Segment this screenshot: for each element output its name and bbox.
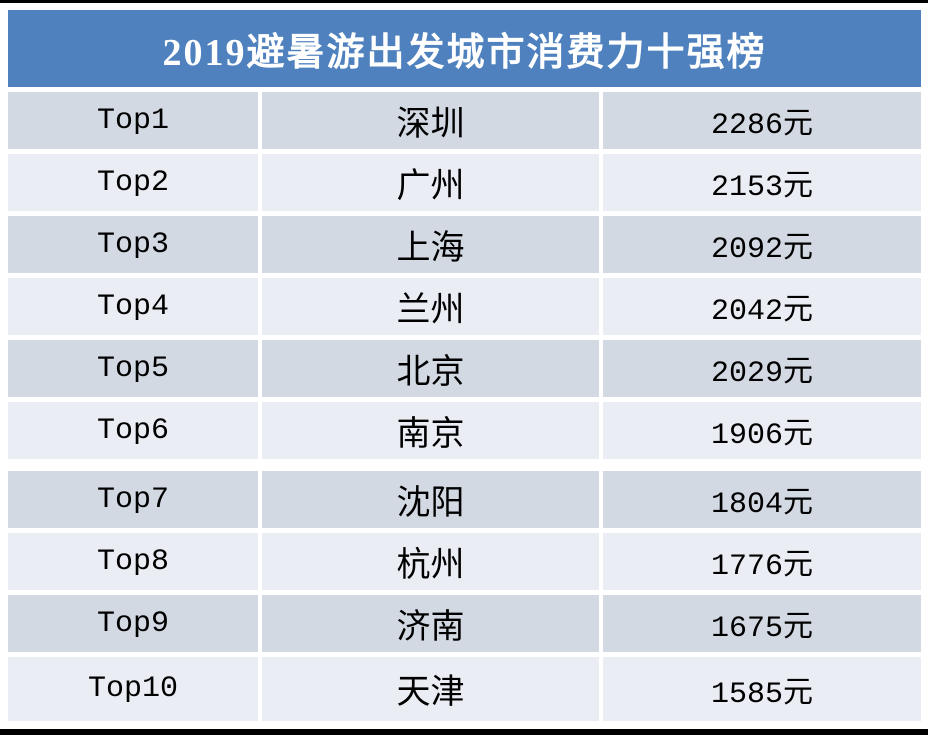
city-cell: 济南 (262, 595, 599, 652)
value-cell: 2092元 (603, 216, 921, 273)
rank-cell: Top10 (8, 657, 258, 721)
table-title: 2019避暑游出发城市消费力十强榜 (8, 10, 921, 87)
table-row: Top3 上海 2092元 (8, 216, 921, 273)
rank-cell: Top6 (8, 402, 258, 459)
table-row: Top1 深圳 2286元 (8, 92, 921, 149)
rank-cell: Top1 (8, 92, 258, 149)
city-cell: 天津 (262, 657, 599, 721)
rank-cell: Top7 (8, 471, 258, 528)
city-cell: 兰州 (262, 278, 599, 335)
value-cell: 1675元 (603, 595, 921, 652)
city-cell: 上海 (262, 216, 599, 273)
rank-cell: Top8 (8, 533, 258, 590)
bottom-border (0, 729, 928, 735)
table-row: Top5 北京 2029元 (8, 340, 921, 397)
top-border (0, 0, 928, 3)
table-body: 2019避暑游出发城市消费力十强榜 Top1 深圳 2286元 Top2 广州 … (8, 10, 921, 721)
table-row: Top7 沈阳 1804元 (8, 471, 921, 528)
value-cell: 1804元 (603, 471, 921, 528)
value-cell: 1776元 (603, 533, 921, 590)
table-row: Top8 杭州 1776元 (8, 533, 921, 590)
city-cell: 沈阳 (262, 471, 599, 528)
city-cell: 深圳 (262, 92, 599, 149)
value-cell: 2029元 (603, 340, 921, 397)
value-cell: 1585元 (603, 657, 921, 721)
city-cell: 广州 (262, 154, 599, 211)
rank-cell: Top4 (8, 278, 258, 335)
value-cell: 2042元 (603, 278, 921, 335)
rank-cell: Top9 (8, 595, 258, 652)
table-row: Top4 兰州 2042元 (8, 278, 921, 335)
table-row: Top9 济南 1675元 (8, 595, 921, 652)
city-cell: 杭州 (262, 533, 599, 590)
rank-cell: Top3 (8, 216, 258, 273)
value-cell: 2153元 (603, 154, 921, 211)
table-row: Top2 广州 2153元 (8, 154, 921, 211)
value-cell: 1906元 (603, 402, 921, 459)
table-row: Top10 天津 1585元 (8, 657, 921, 721)
table-row: Top6 南京 1906元 (8, 402, 921, 459)
rank-cell: Top5 (8, 340, 258, 397)
rank-cell: Top2 (8, 154, 258, 211)
city-cell: 南京 (262, 402, 599, 459)
value-cell: 2286元 (603, 92, 921, 149)
city-cell: 北京 (262, 340, 599, 397)
